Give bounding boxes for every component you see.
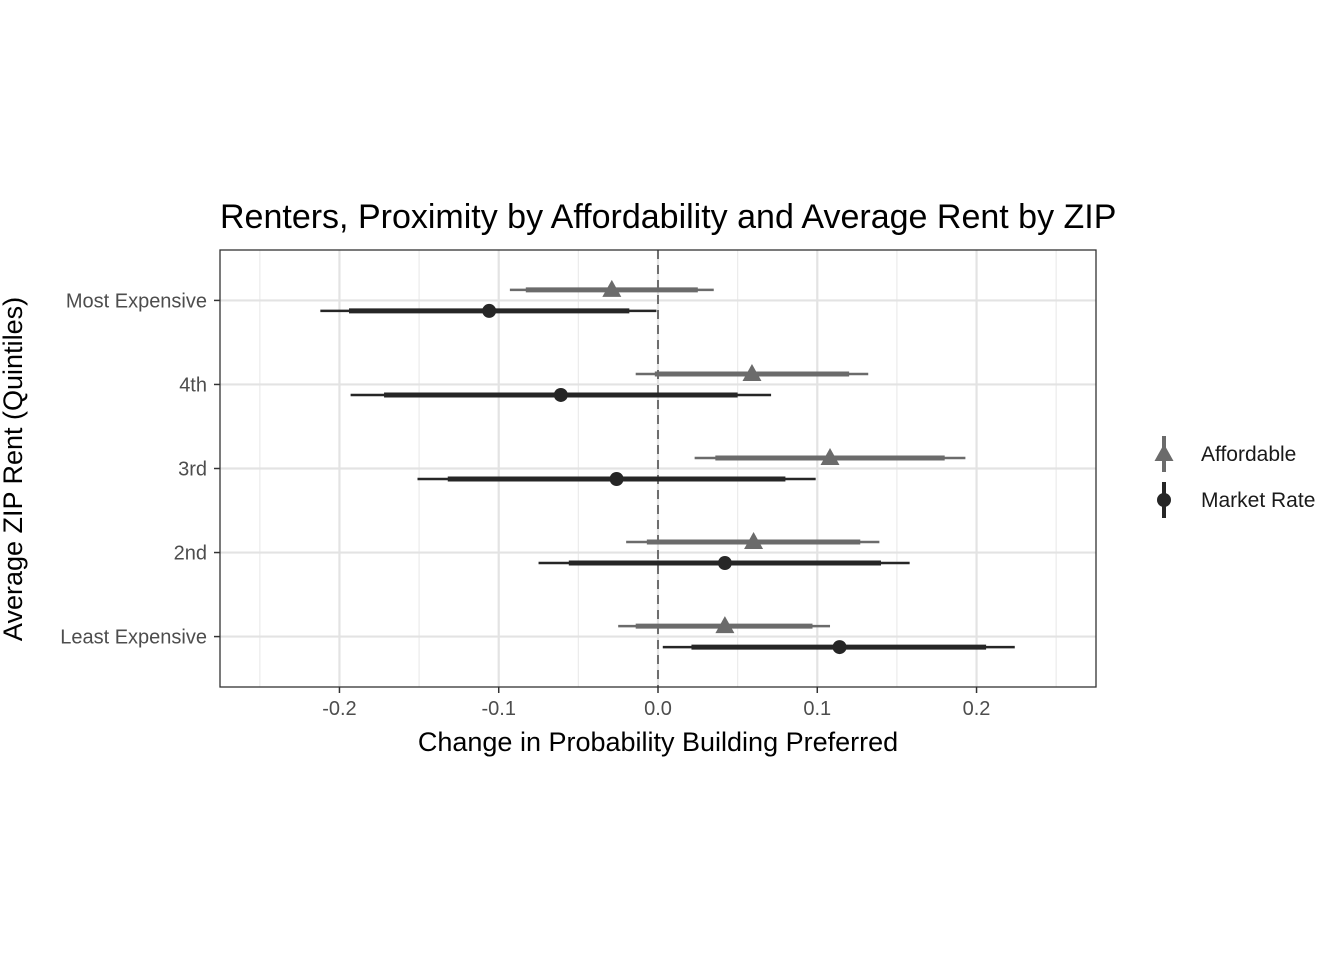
affordable-point-estimate — [820, 448, 840, 465]
series-market-rate — [320, 303, 1015, 655]
market-rate-point-estimate — [609, 472, 624, 486]
legend-label: Affordable — [1201, 443, 1296, 466]
market-rate-point-estimate — [717, 556, 732, 571]
series-affordable — [509, 279, 966, 634]
affordable-point-estimate — [742, 363, 762, 381]
legend-item-market-rate: Market Rate — [1157, 482, 1315, 518]
market-rate-point-estimate — [482, 303, 497, 318]
y-tick-label: 4th — [179, 374, 207, 396]
chart-title: Renters, Proximity by Affordability and … — [220, 198, 1116, 236]
y-tick-label: Least Expensive — [60, 627, 207, 649]
legend-key-marker — [1154, 444, 1174, 461]
affordable-point-estimate — [715, 616, 735, 634]
data-series-group — [320, 279, 1015, 655]
y-tick-label: Most Expensive — [66, 290, 207, 312]
x-tick-label: 0.1 — [803, 698, 831, 720]
affordable-point-estimate — [602, 279, 622, 297]
affordable-point-estimate — [744, 532, 764, 550]
x-axis-title: Change in Probability Building Preferred — [418, 727, 898, 757]
x-tick-label: 0.2 — [963, 698, 991, 720]
legend-key-marker — [1157, 493, 1171, 507]
x-tick-label: -0.2 — [322, 698, 356, 720]
axes-group: -0.2 -0.1 0.0 0.1 0.2 Most Expensive 4th 3rd 2nd… — [60, 290, 990, 720]
legend-label: Market Rate — [1201, 489, 1315, 512]
x-tick-label: 0.0 — [644, 698, 672, 720]
market-rate-point-estimate — [832, 640, 847, 655]
y-tick-label: 2nd — [174, 543, 207, 565]
y-axis-title: Average ZIP Rent (Quintiles) — [0, 297, 28, 641]
legend-item-affordable: Affordable — [1154, 436, 1296, 472]
legend: Affordable Market Rate — [1154, 436, 1315, 518]
x-tick-label: -0.1 — [481, 698, 515, 720]
market-rate-point-estimate — [553, 387, 568, 402]
y-tick-label: 3rd — [178, 459, 207, 481]
